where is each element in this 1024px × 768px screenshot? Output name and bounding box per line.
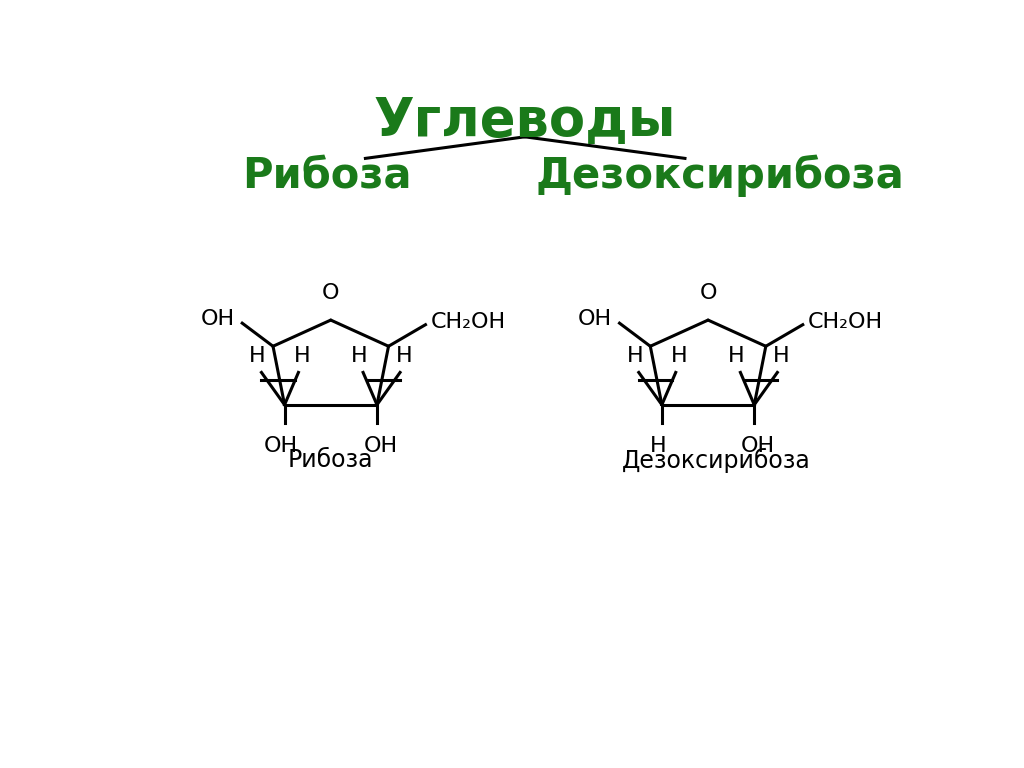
Text: H: H (351, 346, 368, 366)
Text: OH: OH (741, 435, 775, 455)
Text: OH: OH (263, 435, 298, 455)
Text: H: H (294, 346, 310, 366)
Text: H: H (672, 346, 688, 366)
Text: O: O (322, 283, 340, 303)
Text: O: O (699, 283, 717, 303)
Text: Дезоксирибоза: Дезоксирибоза (622, 448, 810, 473)
Text: H: H (728, 346, 744, 366)
Text: OH: OH (201, 310, 234, 329)
Text: OH: OH (578, 310, 611, 329)
Text: Рибоза: Рибоза (242, 154, 412, 197)
Text: H: H (773, 346, 790, 366)
Text: Углеводы: Углеводы (374, 95, 676, 147)
Text: CH₂OH: CH₂OH (808, 312, 884, 332)
Text: H: H (249, 346, 266, 366)
Text: H: H (627, 346, 643, 366)
Text: Рибоза: Рибоза (288, 449, 374, 472)
Text: H: H (395, 346, 413, 366)
Text: CH₂OH: CH₂OH (431, 312, 506, 332)
Text: Дезоксирибоза: Дезоксирибоза (536, 154, 904, 197)
Text: OH: OH (364, 435, 398, 455)
Text: H: H (649, 435, 667, 455)
